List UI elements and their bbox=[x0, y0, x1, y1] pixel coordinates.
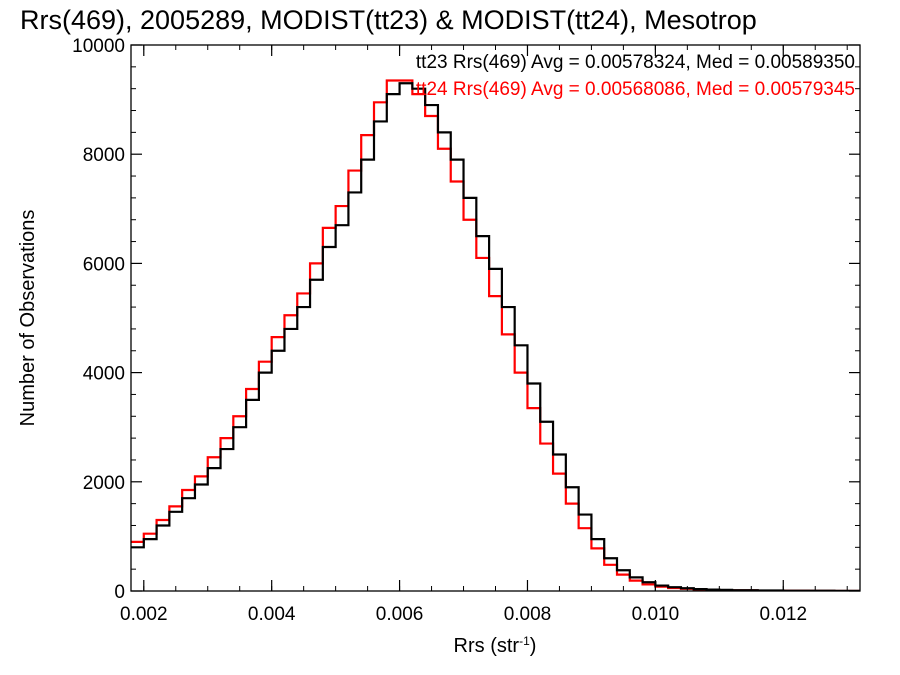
legend-entry-tt23: tt23 Rrs(469) Avg = 0.00578324, Med = 0.… bbox=[416, 52, 855, 73]
y-tick-label: 6000 bbox=[83, 254, 125, 275]
x-tick-label: 0.010 bbox=[632, 604, 680, 625]
series-tt23-line bbox=[131, 82, 860, 591]
x-tick-label: 0.012 bbox=[759, 604, 807, 625]
x-axis: 0.002 0.004 0.006 0.008 0.010 0.012 bbox=[120, 45, 848, 625]
y-tick-label: 8000 bbox=[83, 145, 125, 166]
x-tick-label: 0.002 bbox=[120, 604, 168, 625]
chart-title: Rrs(469), 2005289, MODIST(tt23) & MODIST… bbox=[20, 5, 757, 35]
y-tick-label: 4000 bbox=[83, 364, 125, 385]
y-tick-label: 2000 bbox=[83, 473, 125, 494]
y-axis-label: Number of Observations bbox=[17, 210, 39, 427]
x-tick-label: 0.008 bbox=[504, 604, 552, 625]
y-tick-label: 10000 bbox=[72, 36, 125, 57]
plot-frame bbox=[130, 44, 861, 592]
series-layer bbox=[131, 79, 860, 591]
legend-entry-tt24: tt24 Rrs(469) Avg = 0.00568086, Med = 0.… bbox=[416, 79, 855, 100]
y-tick-label: 0 bbox=[114, 582, 125, 603]
x-tick-label: 0.006 bbox=[376, 604, 424, 625]
y-axis: 0 2000 4000 6000 8000 10000 bbox=[72, 36, 860, 603]
x-tick-label: 0.004 bbox=[248, 604, 296, 625]
series-tt24-line bbox=[131, 79, 860, 591]
x-axis-label: Rrs (str-1) bbox=[454, 634, 537, 657]
